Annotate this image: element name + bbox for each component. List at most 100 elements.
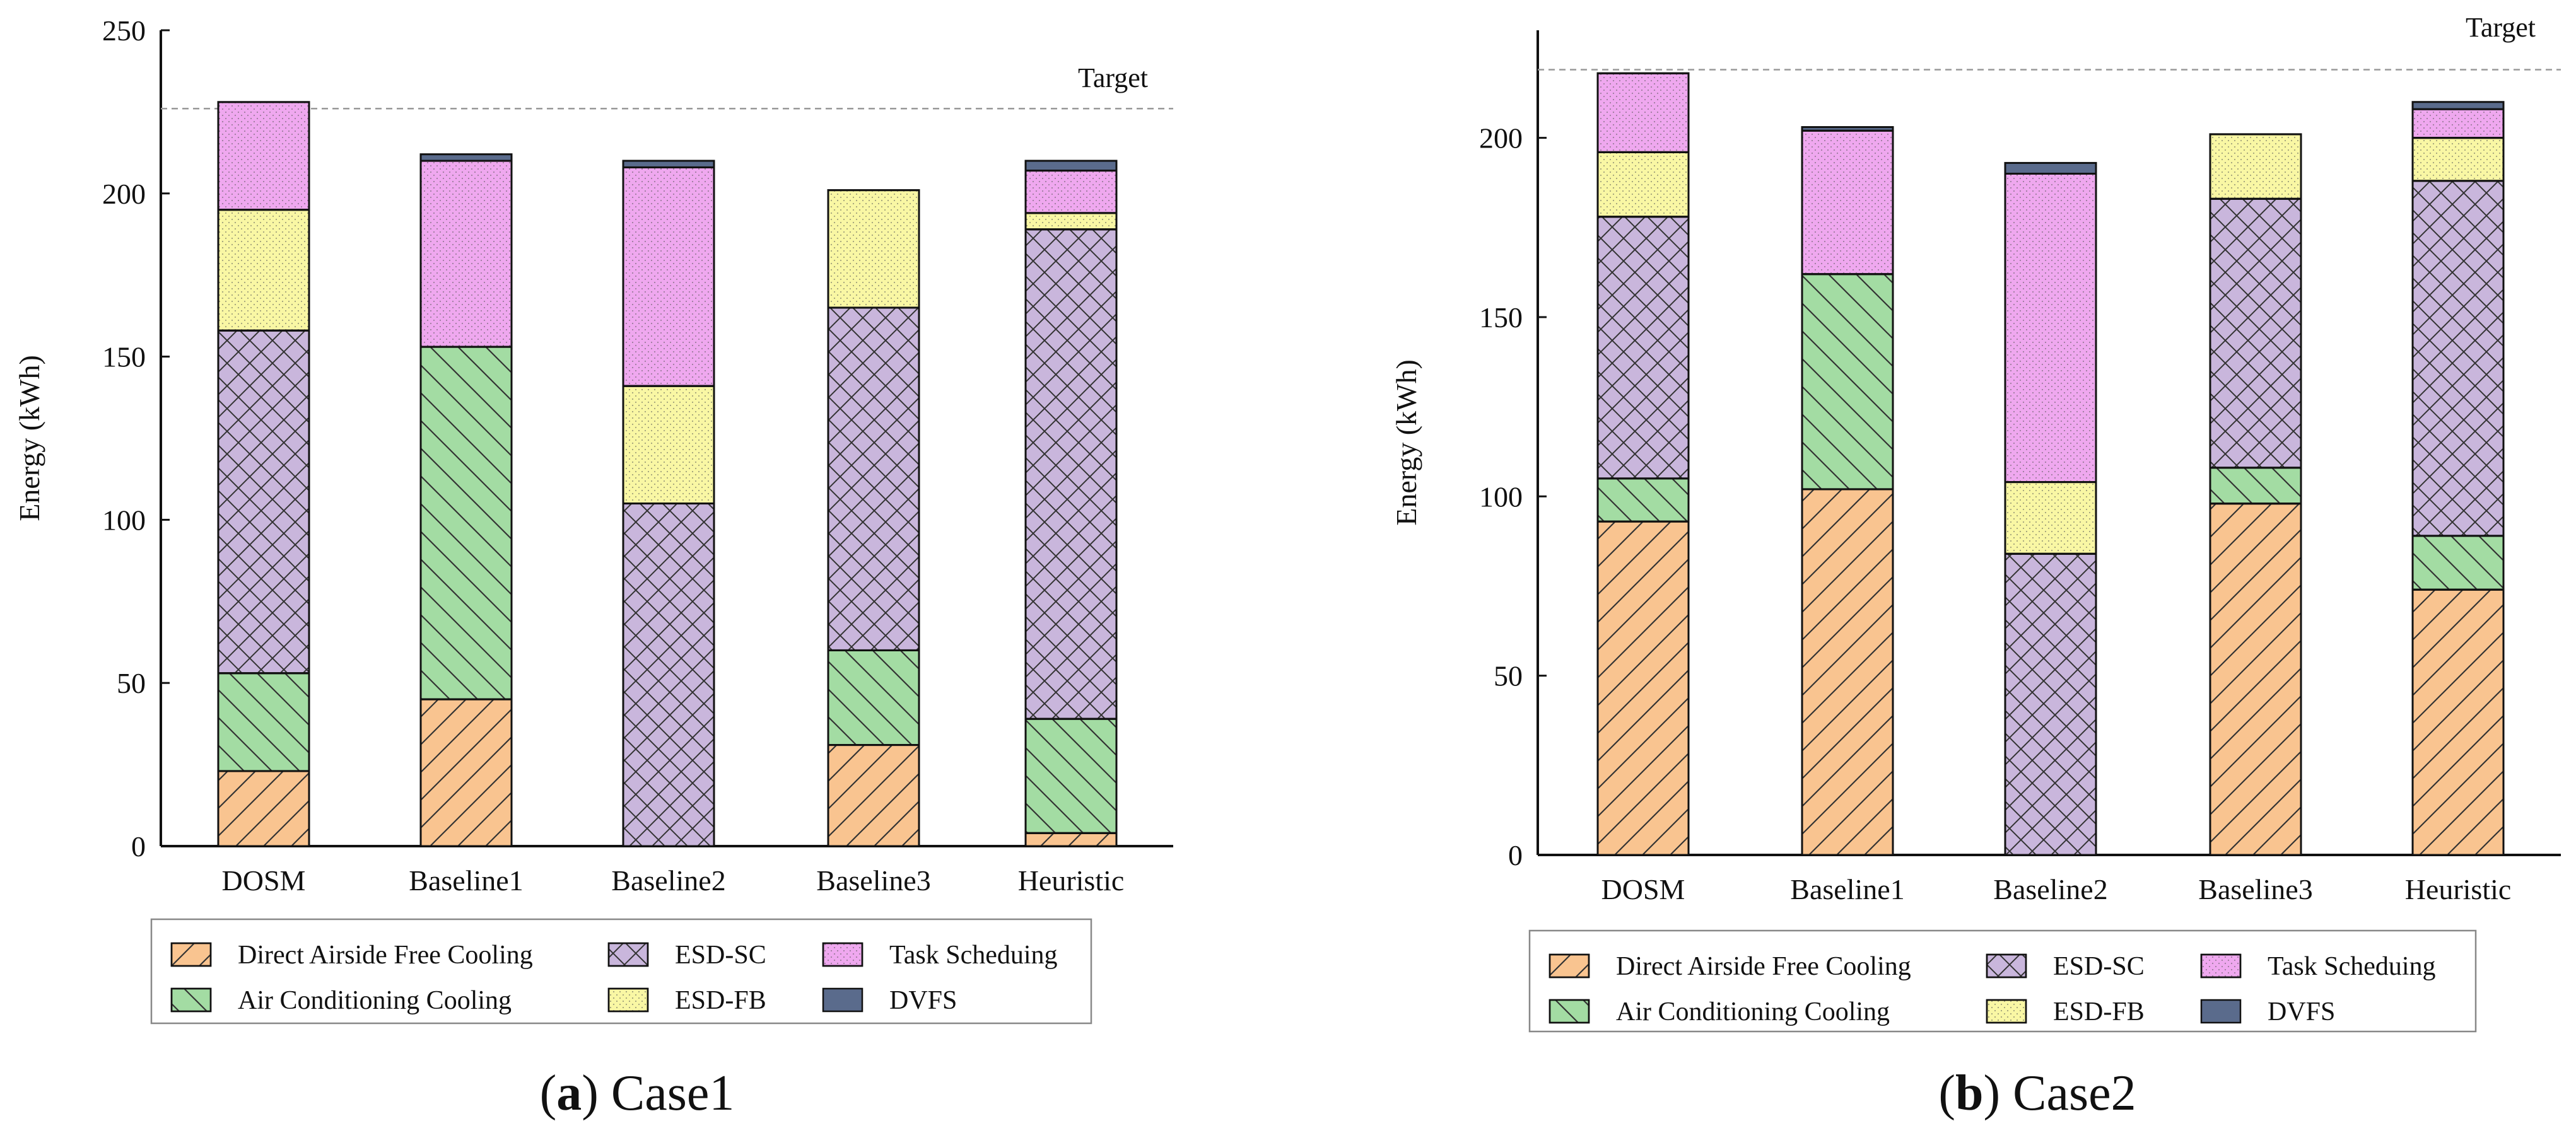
bar-segment-direct-airside-free-cooling-pattern (419, 698, 513, 847)
x-tick-label: Heuristic (2405, 873, 2512, 905)
target-label: Target (2466, 12, 2536, 43)
legend-swatch-pattern-esd-fb (607, 987, 649, 1013)
bar-segment-esd-sc-pattern (2209, 197, 2302, 469)
legend-label-dvfs: DVFS (889, 986, 957, 1015)
bar-segment-direct-airside-free-cooling-pattern (2411, 588, 2505, 856)
bar-stack-dosm (1596, 72, 1690, 856)
bar-segment-air-conditioning-cooling-pattern (419, 346, 513, 700)
y-axis-title: Energy (kWh) (1390, 359, 1422, 526)
legend-label-esd-fb: ESD-FB (675, 986, 766, 1015)
legend-swatch-pattern-task-scheduing (822, 942, 864, 967)
legend: Direct Airside Free Cooling ESD-SC Task Sc… (150, 918, 1092, 1025)
y-tick-label: 0 (131, 830, 146, 863)
bar-segment-esd-fb-pattern (2004, 481, 2097, 555)
bar-segment-esd-fb-pattern (1024, 212, 1118, 231)
bar-segment-task-scheduing-pattern (2411, 108, 2505, 139)
legend-label-direct-airside-free-cooling: Direct Airside Free Cooling (238, 941, 533, 970)
bar-segment-esd-sc-pattern (2411, 180, 2505, 537)
y-tick-label: 200 (102, 178, 146, 210)
caption-open-paren: ( (540, 1066, 557, 1121)
bar-segment-esd-sc-pattern (827, 306, 920, 651)
y-tick-label: 150 (102, 341, 146, 373)
bar-segment-air-conditioning-cooling-pattern (1024, 718, 1118, 834)
bar-segment-esd-sc-pattern (622, 503, 715, 847)
x-tick-label: Heuristic (1018, 864, 1125, 897)
bar-segment-task-scheduing-pattern (1801, 129, 1894, 276)
y-tick-label: 50 (1494, 660, 1523, 692)
legend-swatch-pattern-esd-sc (1986, 953, 2027, 979)
bar-segment-esd-fb-pattern (827, 189, 920, 309)
caption-text: Case1 (611, 1066, 735, 1121)
x-tick-label: DOSM (1601, 873, 1685, 905)
bar-segment-direct-airside-free-cooling-pattern (827, 744, 920, 847)
bar-segment-task-scheduing-pattern (419, 160, 513, 348)
bar-segment-esd-sc-pattern (1596, 216, 1690, 480)
bar-segment-dvfs (2004, 161, 2097, 175)
legend-swatch-pattern-direct-airside-free-cooling (1549, 953, 1590, 979)
chart-caption: (a) Case1 (540, 1066, 735, 1121)
caption-label: b (1955, 1066, 1984, 1121)
x-tick-label: Baseline1 (409, 864, 523, 897)
bar-segment-task-scheduing-pattern (217, 101, 310, 211)
bar-segment-direct-airside-free-cooling-pattern (1024, 832, 1118, 847)
y-tick-label: 250 (102, 15, 146, 47)
legend-swatch-pattern-air-conditioning-cooling (1549, 999, 1590, 1024)
x-tick-label: Baseline2 (1993, 873, 2107, 905)
x-tick-label: Baseline3 (2198, 873, 2312, 905)
legend-label-task-scheduing: Task Scheduing (889, 941, 1058, 970)
bar-stack-baseline2 (622, 160, 715, 847)
bar-segment-dvfs (1024, 160, 1118, 172)
bar-segment-esd-fb-pattern (2209, 133, 2302, 200)
legend-swatch-pattern-air-conditioning-cooling (170, 987, 212, 1013)
y-tick-label: 150 (1479, 301, 1523, 334)
legend-label-esd-sc: ESD-SC (2053, 952, 2145, 981)
charts-layer: 0 50 100 150 200 250 Energy (kWh) Target DOSM Bas… (13, 12, 2561, 1121)
bar-stack-baseline2 (2004, 161, 2097, 856)
bar-segment-task-scheduing-pattern (1024, 170, 1118, 214)
y-tick-label: 50 (117, 667, 146, 699)
bar-segment-dvfs (419, 153, 513, 162)
legend-swatch-pattern-direct-airside-free-cooling (170, 942, 212, 967)
bar-stack-baseline1 (419, 153, 513, 847)
y-tick-label: 0 (1508, 839, 1523, 871)
bar-segment-direct-airside-free-cooling-pattern (217, 770, 310, 847)
bar-stack-baseline1 (1801, 126, 1894, 856)
x-tick-label: Baseline2 (611, 864, 725, 897)
legend-label-air-conditioning-cooling: Air Conditioning Cooling (238, 986, 512, 1015)
caption-close-paren: ) (582, 1066, 611, 1121)
bar-stack-baseline3 (827, 189, 920, 847)
bar-stack-heuristic (1024, 160, 1118, 847)
bar-segment-esd-fb-pattern (1596, 151, 1690, 218)
bar-segment-air-conditioning-cooling-pattern (1801, 273, 1894, 491)
bar-segment-task-scheduing-pattern (622, 166, 715, 387)
bar-stack-baseline3 (2209, 133, 2302, 856)
chart-2: 0 50 100 150 200 Energy (kWh) Target DOSM Baseli… (1390, 12, 2561, 1121)
bar-segment-air-conditioning-cooling-pattern (2209, 467, 2302, 505)
y-tick-label: 100 (1479, 480, 1523, 513)
bar-segment-air-conditioning-cooling-pattern (827, 649, 920, 747)
legend-swatch-pattern-esd-fb (1986, 999, 2027, 1024)
legend-label-dvfs: DVFS (2268, 997, 2335, 1026)
bar-segment-task-scheduing-pattern (1596, 72, 1690, 153)
caption-close-paren: ) (1983, 1066, 2013, 1121)
legend-label-direct-airside-free-cooling: Direct Airside Free Cooling (1616, 952, 1911, 981)
legend-swatch-pattern-task-scheduing (2200, 953, 2242, 979)
caption-label: a (556, 1066, 582, 1121)
target-label: Target (1078, 62, 1148, 93)
bar-segment-esd-sc-pattern (217, 329, 310, 675)
caption-open-paren: ( (1938, 1066, 1955, 1121)
bar-segment-esd-sc-pattern (2004, 552, 2097, 856)
y-axis-title: Energy (kWh) (13, 355, 45, 521)
bar-stack-dosm (217, 101, 310, 847)
bar-segment-dvfs (1801, 126, 1894, 132)
legend-label-task-scheduing: Task Scheduing (2268, 952, 2436, 981)
legend-label-esd-fb: ESD-FB (2053, 997, 2145, 1026)
x-tick-label: Baseline3 (816, 864, 930, 897)
bar-segment-dvfs (622, 160, 715, 168)
bar-stack-heuristic (2411, 101, 2505, 856)
bar-segment-air-conditioning-cooling-pattern (2411, 535, 2505, 591)
bar-segment-esd-fb-pattern (622, 385, 715, 505)
bar-segment-dvfs (2411, 101, 2505, 110)
x-tick-label: DOSM (222, 864, 306, 897)
